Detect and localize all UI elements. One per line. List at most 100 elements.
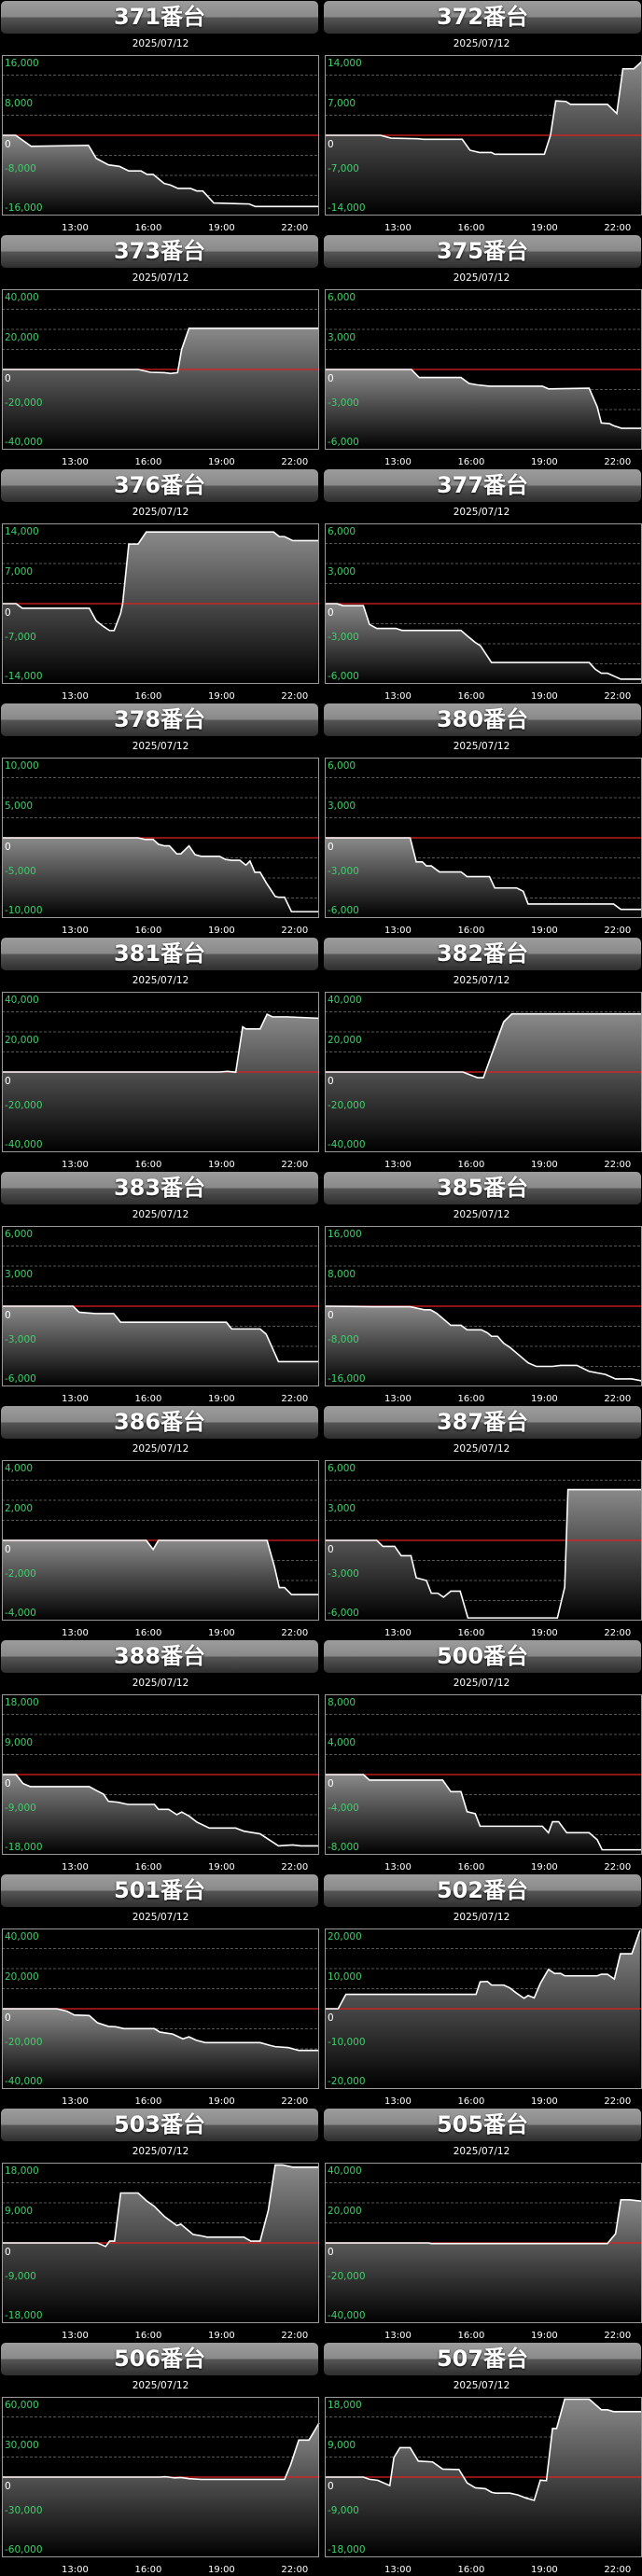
y-tick-label: -14,000	[5, 671, 43, 682]
machine-header-button[interactable]: 371番台	[1, 1, 318, 34]
plot-border	[2, 992, 319, 1152]
x-tick-label: 13:00	[384, 223, 412, 233]
y-tick-label: -10,000	[328, 2037, 366, 2048]
machine-header-button[interactable]: 502番台	[324, 1874, 641, 1907]
y-tick-label: 7,000	[5, 566, 33, 578]
x-tick-label: 19:00	[531, 691, 558, 702]
y-tick-label: -8,000	[328, 1334, 359, 1345]
line-chart: 2025/07/12 8,000 4,000 0 -4,000 -8,000 13:00 16…	[324, 1678, 642, 1873]
x-tick-label: 13:00	[62, 2565, 89, 2575]
line-chart: 2025/07/12 10,000 5,000 0 -5,000 -10,000 13:00…	[1, 741, 320, 936]
x-tick-label: 16:00	[458, 2331, 485, 2341]
machine-header-button[interactable]: 383番台	[1, 1172, 318, 1204]
machine-header-button[interactable]: 378番台	[1, 703, 318, 736]
line-chart: 2025/07/12 20,000 10,000 0 -10,000 -20,000 13:…	[324, 1912, 642, 2107]
y-tick-label: 8,000	[328, 1697, 356, 1708]
machine-header-button[interactable]: 380番台	[324, 703, 641, 736]
machine-header-button[interactable]: 373番台	[1, 235, 318, 268]
series-area	[325, 2199, 642, 2323]
x-tick-label: 16:00	[135, 926, 162, 936]
line-chart: 2025/07/12 16,000 8,000 0 -8,000 -16,000 13:00…	[1, 38, 320, 233]
machine-panel: 386番台 2025/07/12 4,000 2,000 0 -2,000 -4,000 13…	[0, 1405, 321, 1639]
y-tick-label: 9,000	[5, 1737, 33, 1748]
machine-panel: 388番台 2025/07/12 18,000 9,000 0 -9,000 -18,000…	[0, 1639, 321, 1873]
y-tick-label: -9,000	[328, 2505, 359, 2516]
machine-header-button[interactable]: 388番台	[1, 1640, 318, 1673]
y-tick-label: 0	[328, 1076, 334, 1087]
series-area	[2, 1306, 319, 1386]
x-tick-label: 16:00	[135, 2565, 162, 2575]
line-chart: 2025/07/12 6,000 3,000 0 -3,000 -6,000 13:00 16…	[324, 272, 642, 467]
x-tick-label: 19:00	[208, 223, 235, 233]
x-tick-label: 16:00	[458, 691, 485, 702]
chart-title: 2025/07/12	[133, 741, 189, 752]
x-tick-label: 16:00	[135, 691, 162, 702]
machine-header-button[interactable]: 376番台	[1, 469, 318, 502]
y-tick-label: -16,000	[328, 1373, 366, 1385]
machine-header-button[interactable]: 505番台	[324, 2109, 641, 2141]
machine-panel: 382番台 2025/07/12 40,000 20,000 0 -20,000 -40,0…	[321, 937, 642, 1171]
chart-title: 2025/07/12	[133, 2380, 189, 2391]
y-tick-label: -3,000	[5, 1334, 36, 1345]
machine-header-button[interactable]: 503番台	[1, 2109, 318, 2141]
machine-header-button[interactable]: 507番台	[324, 2343, 641, 2375]
machine-panel: 380番台 2025/07/12 6,000 3,000 0 -3,000 -6,000 13…	[321, 703, 642, 937]
machine-header-button[interactable]: 382番台	[324, 938, 641, 970]
y-tick-label: -4,000	[5, 1608, 36, 1619]
y-tick-label: 40,000	[328, 995, 362, 1006]
y-tick-label: -18,000	[328, 2544, 366, 2555]
machine-header-button[interactable]: 381番台	[1, 938, 318, 970]
x-tick-label: 16:00	[458, 223, 485, 233]
y-tick-label: -6,000	[328, 905, 359, 916]
series-area	[325, 604, 642, 684]
y-tick-label: -20,000	[328, 2271, 366, 2282]
y-tick-label: 40,000	[5, 292, 39, 303]
y-tick-label: 6,000	[328, 1463, 356, 1474]
machine-header-button[interactable]: 377番台	[324, 469, 641, 502]
x-tick-label: 22:00	[281, 691, 308, 702]
y-tick-label: -40,000	[328, 1139, 366, 1150]
x-tick-label: 22:00	[281, 1394, 308, 1404]
x-tick-label: 22:00	[604, 691, 631, 702]
chart-title: 2025/07/12	[454, 2146, 510, 2157]
series-line	[2, 837, 319, 912]
chart-title: 2025/07/12	[133, 2146, 189, 2157]
machine-header-button[interactable]: 385番台	[324, 1172, 641, 1204]
x-tick-label: 19:00	[531, 2565, 558, 2575]
x-tick-label: 22:00	[604, 926, 631, 936]
y-tick-label: 8,000	[328, 1269, 356, 1280]
machine-header-button[interactable]: 386番台	[1, 1406, 318, 1439]
y-tick-label: 0	[328, 2247, 334, 2258]
machine-header-button[interactable]: 501番台	[1, 1874, 318, 1907]
series-area	[2, 1775, 319, 1855]
machine-panel: 507番台 2025/07/12 18,000 9,000 0 -9,000 -18,000…	[321, 2342, 642, 2576]
series-line	[2, 1539, 319, 1595]
y-tick-label: -3,000	[328, 632, 359, 643]
x-tick-label: 13:00	[384, 1862, 412, 1873]
series-line	[325, 369, 642, 429]
chart-title: 2025/07/12	[454, 1443, 510, 1455]
line-chart: 2025/07/12 16,000 8,000 0 -8,000 -16,000 13:00…	[324, 1209, 642, 1404]
y-tick-label: 30,000	[5, 2440, 39, 2451]
x-tick-label: 13:00	[384, 1628, 412, 1638]
x-tick-label: 19:00	[208, 2096, 235, 2107]
machine-header-button[interactable]: 372番台	[324, 1, 641, 34]
y-tick-label: 0	[5, 373, 11, 384]
plot-border	[2, 1460, 319, 1621]
y-tick-label: 10,000	[5, 760, 39, 772]
machine-header-button[interactable]: 375番台	[324, 235, 641, 268]
machine-header-button[interactable]: 500番台	[324, 1640, 641, 1673]
y-tick-label: -40,000	[5, 2076, 43, 2087]
machine-header-button[interactable]: 506番台	[1, 2343, 318, 2375]
y-tick-label: 0	[328, 2012, 334, 2024]
plot-border	[2, 1694, 319, 1855]
x-tick-label: 13:00	[384, 2096, 412, 2107]
series-line	[325, 2198, 642, 2245]
x-tick-label: 19:00	[208, 2331, 235, 2341]
series-area	[325, 1775, 642, 1855]
machine-header-button[interactable]: 387番台	[324, 1406, 641, 1439]
y-tick-label: 20,000	[5, 332, 39, 343]
y-tick-label: -20,000	[328, 1100, 366, 1111]
plot-border	[2, 523, 319, 684]
y-tick-label: 20,000	[5, 1971, 39, 1983]
